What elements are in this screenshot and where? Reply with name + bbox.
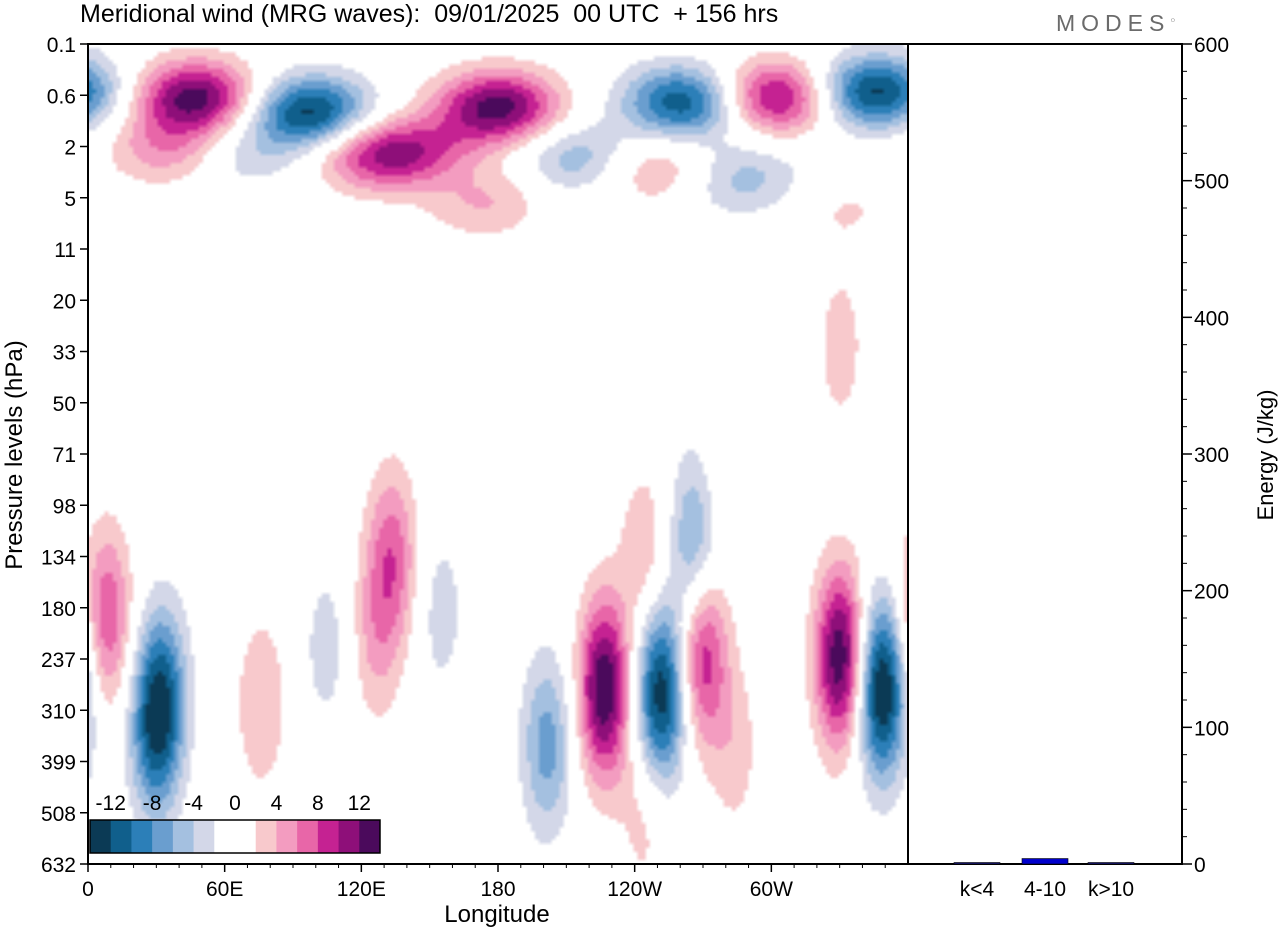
energy-tick-label: 600 <box>1194 34 1229 57</box>
y-axis-label: Pressure levels (hPa) <box>1 340 28 569</box>
energy-category-label: k<4 <box>960 878 995 901</box>
colorbar-swatch <box>255 820 277 853</box>
y-tick-label: 0.6 <box>47 85 76 108</box>
colorbar-frame <box>89 819 381 854</box>
energy-categories: k<4 4-10 k>10 <box>960 878 1134 901</box>
colorbar-swatch <box>131 820 153 853</box>
energy-category-label: 4-10 <box>1024 878 1066 901</box>
colorbar-swatch <box>193 820 215 853</box>
y-tick-label: 11 <box>54 239 76 262</box>
y-tick-label: 508 <box>41 803 76 826</box>
colorbar-label: 8 <box>312 792 324 815</box>
y-tick-label: 632 <box>41 854 76 877</box>
chart-title: Meridional wind (MRG waves): 09/01/2025 … <box>80 0 779 28</box>
x-tick-label: 60E <box>206 878 243 901</box>
colorbar-label: 4 <box>271 792 283 815</box>
energy-tick-label: 100 <box>1194 717 1229 740</box>
energy-frame <box>907 43 1183 865</box>
energy-bar <box>953 862 1001 865</box>
colorbar-labels: -12 -8 -4 0 4 8 12 <box>96 792 371 815</box>
energy-bars <box>953 858 1135 865</box>
energy-bar <box>1087 862 1135 865</box>
colorbar-label: -8 <box>143 792 162 815</box>
y-tick-label: 180 <box>41 598 76 621</box>
colorbar-swatch <box>152 820 174 853</box>
energy-axis-label: Energy (J/kg) <box>1253 390 1278 521</box>
x-tick-label: 60W <box>750 878 793 901</box>
colorbar-swatch <box>276 820 298 853</box>
energy-bar <box>1021 858 1069 865</box>
colorbar-swatch <box>359 820 381 853</box>
colorbar-label: 12 <box>348 792 371 815</box>
colorbar-swatch <box>90 820 112 853</box>
colorbar: -12 -8 -4 0 4 8 12 <box>89 792 381 854</box>
colorbar-boxes <box>90 820 381 853</box>
y-tick-label: 98 <box>53 495 76 518</box>
colorbar-swatch <box>214 820 236 853</box>
y-tick-label: 20 <box>53 290 76 313</box>
energy-tick-label: 0 <box>1194 854 1206 877</box>
x-tick-label: 180 <box>480 878 515 901</box>
energy-tick-label: 300 <box>1194 444 1229 467</box>
y-tick-label: 310 <box>41 700 76 723</box>
y-tick-label: 0.1 <box>47 34 76 57</box>
y-tick-label: 2 <box>64 137 76 160</box>
energy-panel: 0 100 200 300 400 500 600 k<4 4-10 k>10 Energy (… <box>907 34 1278 901</box>
colorbar-swatch <box>110 820 132 853</box>
colorbar-swatch <box>338 820 360 853</box>
energy-axis: 0 100 200 300 400 500 600 <box>1182 34 1229 877</box>
x-tick-label: 0 <box>82 878 94 901</box>
y-tick-label: 5 <box>64 188 76 211</box>
colorbar-swatch <box>317 820 340 853</box>
colorbar-label: 0 <box>229 792 241 815</box>
y-tick-label: 50 <box>53 393 76 416</box>
y-tick-label: 134 <box>41 547 76 570</box>
y-tick-label: 71 <box>53 444 76 467</box>
energy-category-label: k>10 <box>1088 878 1134 901</box>
logo-text: MODES <box>1056 10 1171 36</box>
heatmap-panel: 0.1 0.6 2 5 11 20 33 50 71 98 134 180 237 310 399 508 63… <box>1 34 909 928</box>
energy-tick-label: 400 <box>1194 307 1229 330</box>
heatmap-field <box>88 44 908 864</box>
longitude-axis: 0 60E 120E 180 120W 60W <box>82 864 886 901</box>
y-tick-label: 237 <box>41 649 76 672</box>
colorbar-swatch <box>235 820 257 853</box>
y-tick-label: 33 <box>53 342 76 365</box>
x-axis-label: Longitude <box>444 901 549 928</box>
energy-tick-label: 500 <box>1194 171 1229 194</box>
modes-logo: MODES○ <box>1056 10 1176 36</box>
colorbar-label: -12 <box>96 792 126 815</box>
x-tick-label: 120W <box>607 878 662 901</box>
colorbar-swatch <box>172 820 195 853</box>
colorbar-swatch <box>297 820 319 853</box>
pressure-axis: 0.1 0.6 2 5 11 20 33 50 71 98 134 180 237 310 399 508 63… <box>41 34 88 877</box>
y-tick-label: 399 <box>41 752 76 775</box>
colorbar-label: -4 <box>184 792 203 815</box>
x-tick-label: 120E <box>337 878 386 901</box>
energy-tick-label: 200 <box>1194 581 1229 604</box>
